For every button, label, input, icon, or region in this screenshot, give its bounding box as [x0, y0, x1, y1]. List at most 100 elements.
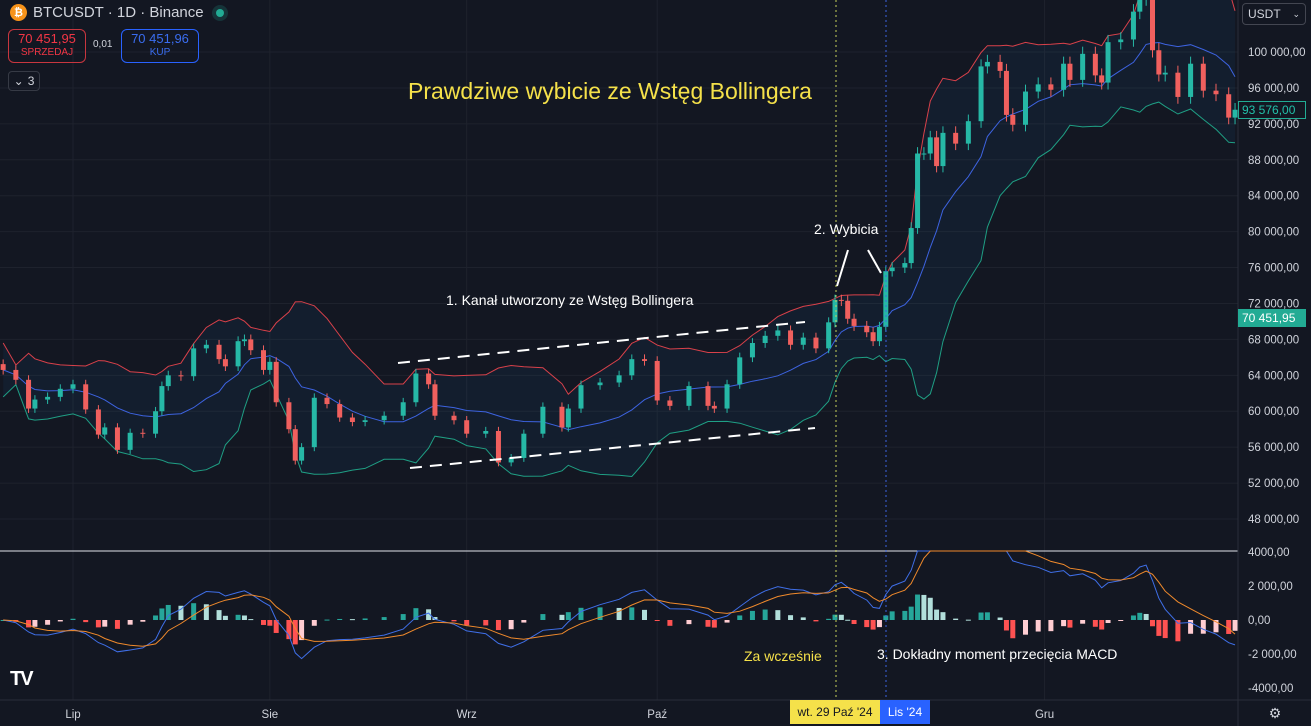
candle	[876, 326, 882, 342]
candle	[1048, 84, 1054, 90]
price-tick-label: 60 000,00	[1248, 406, 1299, 418]
candle	[559, 406, 565, 428]
macd-histogram-bar	[248, 619, 254, 621]
macd-histogram-bar	[997, 617, 1003, 620]
macd-histogram-bar	[140, 620, 146, 622]
candle	[178, 375, 184, 377]
buy-price: 70 451,96	[131, 31, 189, 46]
candle	[299, 447, 305, 461]
price-tick-label: 96 000,00	[1248, 83, 1299, 95]
macd-histogram-bar	[927, 597, 933, 620]
macd-histogram-bar	[705, 620, 711, 627]
macd-histogram-bar	[165, 604, 171, 620]
macd-histogram-bar	[464, 620, 470, 626]
candle	[813, 337, 819, 349]
macd-histogram-bar	[178, 605, 184, 620]
candle	[248, 339, 254, 351]
channel-lower-line	[409, 427, 816, 469]
macd-histogram-bar	[934, 609, 940, 620]
macd-histogram-bar	[1067, 620, 1073, 628]
bollinger-upper-band	[2, 0, 1236, 395]
macd-histogram-bar	[1010, 620, 1016, 639]
macd-histogram-bar	[1080, 620, 1086, 624]
currency-select[interactable]: USDT ⌄	[1242, 3, 1306, 25]
sell-button[interactable]: 70 451,95 SPRZEDAJ	[8, 29, 86, 63]
symbol-title: BTCUSDT · 1D · Binance	[33, 4, 204, 21]
breakouts-annotation: 2. Wybicia	[814, 221, 879, 237]
candle	[565, 408, 571, 428]
macd-histogram-bar	[1048, 620, 1054, 632]
indicators-toggle-button[interactable]: ⌄ 3	[8, 71, 40, 91]
candle	[273, 361, 279, 403]
macd-histogram-bar	[540, 614, 546, 620]
candle	[597, 382, 603, 386]
candle	[286, 402, 292, 430]
candle	[57, 388, 63, 397]
macd-histogram-bar	[565, 612, 571, 620]
macd-histogram-bar	[889, 611, 895, 620]
candle	[83, 384, 89, 410]
macd-tick-label: 2 000,00	[1248, 581, 1293, 593]
candle	[216, 344, 222, 360]
candle	[1067, 63, 1073, 80]
macd-histogram-bar	[261, 620, 266, 625]
macd-histogram-bar	[26, 620, 32, 628]
macd-histogram-bar	[45, 620, 51, 625]
macd-histogram-bar	[908, 606, 914, 620]
candle	[432, 384, 438, 416]
candle	[686, 386, 692, 406]
crosshair-date-label: wt. 29 Paź '24	[790, 700, 880, 724]
settings-icon[interactable]: ⚙	[1268, 704, 1282, 721]
macd-histogram-bar	[1150, 620, 1155, 627]
symbol-header[interactable]: ₿ BTCUSDT · 1D · Binance	[10, 4, 224, 21]
macd-histogram-bar	[432, 617, 438, 620]
macd-line	[3, 550, 1236, 660]
channel-annotation: 1. Kanał utworzony ze Wstęg Bollingera	[446, 292, 694, 308]
candle	[749, 342, 755, 358]
last-price-label-bg	[1238, 309, 1306, 327]
macd-histogram-bar	[267, 620, 273, 626]
buy-button[interactable]: 70 451,96 KUP	[121, 29, 199, 63]
macd-histogram-bar	[1232, 620, 1238, 631]
macd-histogram-bar	[83, 620, 89, 623]
candle	[908, 228, 914, 264]
macd-histogram-bar	[851, 620, 857, 625]
macd-histogram-bar	[788, 615, 794, 620]
spread-value: 0,01	[93, 39, 113, 50]
candle	[26, 379, 32, 409]
candle	[1200, 63, 1206, 91]
candle	[1080, 53, 1086, 80]
tradingview-logo[interactable]: TV	[10, 668, 34, 690]
chart-annotation-title: Prawdziwe wybicie ze Wstęg Bollingera	[408, 78, 812, 104]
candle	[762, 335, 768, 343]
time-tick-label: Gru	[1035, 709, 1054, 721]
candle	[235, 341, 241, 367]
price-tick-label: 80 000,00	[1248, 227, 1299, 239]
candle	[1099, 75, 1105, 83]
candle	[241, 339, 247, 342]
candle	[1213, 90, 1219, 95]
candle	[165, 375, 171, 387]
macd-histogram-bar	[965, 619, 971, 621]
chevron-down-icon: ⌄	[13, 74, 24, 88]
candle	[203, 344, 209, 349]
macd-histogram-bar	[845, 619, 851, 621]
candle	[1175, 72, 1181, 97]
price-tick-label: 48 000,00	[1248, 514, 1299, 526]
macd-histogram-bar	[864, 620, 870, 628]
candle	[788, 330, 794, 345]
macd-histogram-bar	[711, 620, 717, 628]
macd-histogram-bar	[311, 620, 317, 626]
candle	[114, 427, 120, 450]
macd-cross-annotation: 3. Dokładny moment przecięcia MACD	[877, 646, 1118, 662]
bollinger-lower-band	[2, 101, 1236, 478]
sell-price: 70 451,95	[18, 31, 76, 46]
candle	[521, 433, 527, 458]
candle	[1092, 53, 1098, 76]
macd-histogram-bar	[654, 620, 660, 621]
candle	[775, 330, 781, 336]
price-tick-label: 68 000,00	[1248, 334, 1299, 346]
candle	[1137, 0, 1143, 12]
candle	[102, 427, 108, 435]
